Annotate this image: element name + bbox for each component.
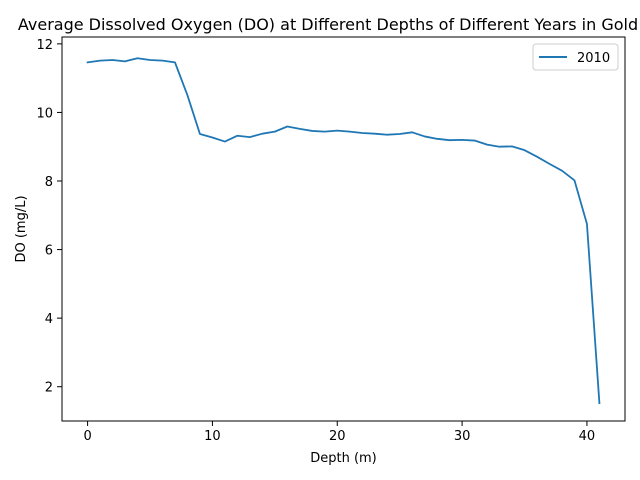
legend-frame — [532, 43, 619, 71]
series-line-2010 — [86, 57, 601, 405]
y-tick-label: 6 — [45, 244, 53, 259]
y-axis-label: DO (mg/L) — [14, 195, 29, 262]
plot-frame — [61, 36, 626, 422]
series-layer — [86, 57, 601, 405]
x-axis-label: Depth (m) — [310, 451, 377, 466]
legend: 2010 — [532, 43, 619, 71]
y-axis: 2 4 6 8 10 12 — [36, 38, 62, 396]
legend-label-2010: 2010 — [577, 51, 610, 66]
plot-area — [61, 36, 626, 422]
chart-title: Average Dissolved Oxygen (DO) at Differe… — [18, 15, 638, 34]
y-tick-label: 8 — [45, 175, 53, 190]
x-tick-label: 40 — [579, 429, 596, 444]
y-tick-label: 2 — [45, 381, 53, 396]
y-tick-label: 4 — [45, 312, 53, 327]
y-tick-label: 12 — [36, 38, 53, 53]
x-tick-label: 30 — [454, 429, 471, 444]
x-tick-label: 20 — [329, 429, 346, 444]
x-tick-label: 10 — [204, 429, 221, 444]
x-tick-label: 0 — [83, 429, 91, 444]
y-tick-label: 10 — [36, 106, 53, 121]
plot-background — [62, 37, 625, 421]
x-axis: 0 10 20 30 40 — [83, 421, 595, 444]
